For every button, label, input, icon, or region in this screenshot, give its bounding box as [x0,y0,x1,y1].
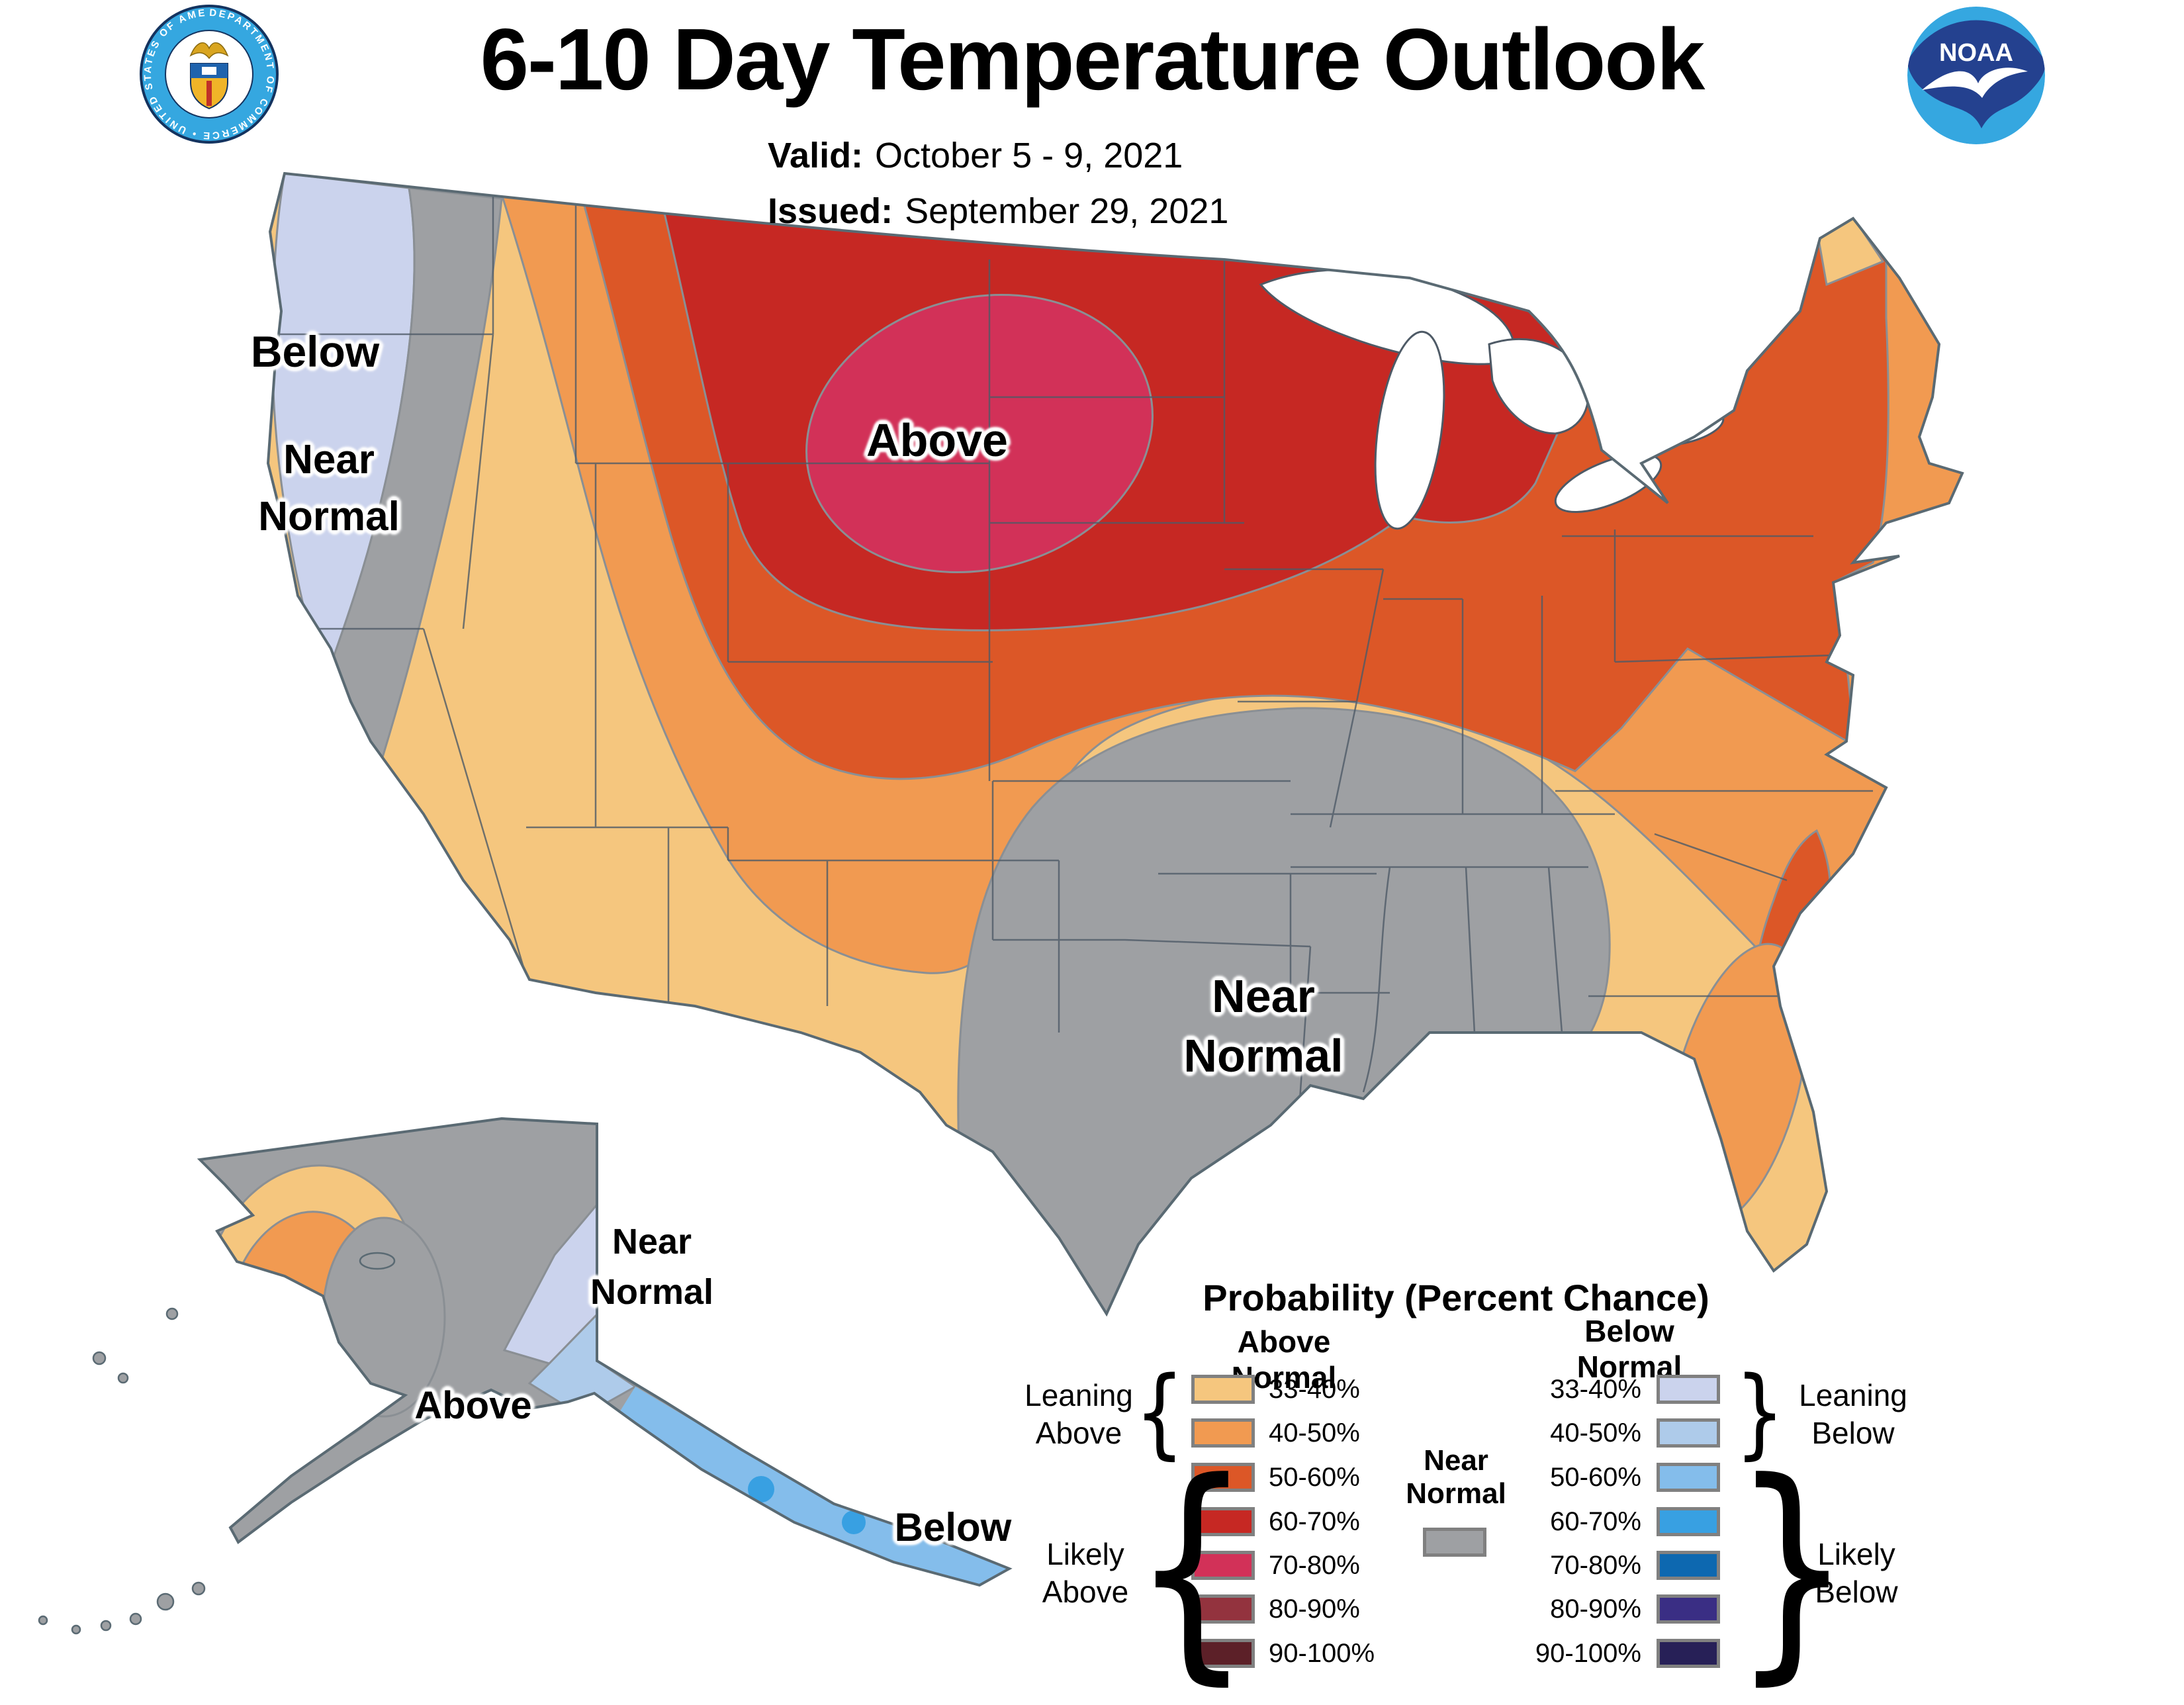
label-ak-below: Below [894,1505,1012,1549]
likely-above-line2: Above [1042,1575,1129,1609]
legend: Probability (Percent Chance) Above Norma… [960,1271,1919,1688]
legend-range-above-0: 33-40% [1269,1375,1360,1404]
leaning-below-line2: Below [1811,1416,1895,1450]
legend-range-above-1: 40-50% [1269,1418,1360,1448]
label-nw-below: Below [250,327,380,376]
legend-near-normal-label: Near Normal [1390,1444,1522,1510]
legend-swatch-below-50-60 [1657,1463,1720,1492]
legend-range-below-5: 80-90% [1550,1594,1641,1624]
legend-likely-above: Likely Above [1019,1536,1152,1611]
valid-value: October 5 - 9, 2021 [875,136,1183,175]
legend-swatch-below-70-80 [1657,1551,1720,1580]
aleutian-islands [38,1252,396,1635]
noaa-logo-text: NOAA [1939,39,2013,67]
legend-swatch-above-80-90 [1191,1594,1255,1624]
label-ak-above: Above [414,1384,532,1427]
doc-eagle-icon [189,42,229,60]
leaning-above-line1: Leaning [1024,1378,1133,1412]
label-south-normal: Normal [1183,1030,1343,1082]
brace-likely-below: } [1732,1431,1852,1705]
legend-range-above-2: 50-60% [1269,1463,1360,1492]
label-ak-near: Near [612,1222,692,1262]
label-ak-normal: Normal [590,1272,714,1312]
label-nw-near: Near [283,437,375,483]
valid-line: Valid: October 5 - 9, 2021 [768,135,1183,176]
legend-near-line1: Near [1424,1444,1488,1477]
legend-leaning-above: Leaning Above [1013,1377,1145,1452]
likely-above-line1: Likely [1046,1537,1124,1571]
legend-range-below-1: 40-50% [1550,1418,1641,1448]
legend-swatch-above-70-80 [1191,1551,1255,1580]
legend-below-header: Below Normal [1576,1314,1682,1384]
legend-range-above-4: 70-80% [1269,1551,1360,1580]
label-nw-normal: Normal [258,494,400,539]
legend-near-line2: Normal [1406,1477,1506,1510]
label-center-above: Above [866,414,1008,466]
legend-swatch-below-40-50 [1657,1418,1720,1448]
conus-coastline [266,171,1964,1317]
legend-range-below-0: 33-40% [1550,1375,1641,1404]
legend-range-below-4: 70-80% [1550,1551,1641,1580]
legend-swatch-below-90-100 [1657,1639,1720,1668]
alaska-coastline [197,1117,1013,1587]
issued-value: September 29, 2021 [905,191,1229,231]
legend-range-above-6: 90-100% [1269,1639,1375,1668]
legend-range-above-5: 80-90% [1269,1594,1360,1624]
legend-title: Probability (Percent Chance) [1203,1277,1709,1318]
legend-leaning-below: Leaning Below [1780,1377,1926,1452]
legend-likely-below: Likely Below [1784,1536,1929,1611]
brace-leaning-above: { [1134,1356,1185,1469]
legend-swatch-above-60-70 [1191,1507,1255,1536]
legend-swatch-above-40-50 [1191,1418,1255,1448]
legend-swatch-below-80-90 [1657,1594,1720,1624]
legend-swatch-near-normal [1423,1528,1486,1557]
leaning-below-line1: Leaning [1799,1378,1907,1412]
brace-likely-above: { [1132,1431,1252,1705]
label-nw-near-normal: Near Normal [233,432,425,545]
legend-swatch-above-50-60 [1191,1463,1255,1492]
legend-range-above-3: 60-70% [1269,1507,1360,1536]
lake-michigan [1374,330,1445,530]
noaa-logo-navy [1907,20,2045,128]
legend-range-below-2: 50-60% [1550,1463,1641,1492]
brace-leaning-below: } [1735,1356,1785,1469]
issued-label: Issued: [768,191,893,231]
band-above-70-80 [805,293,1154,574]
likely-below-line2: Below [1815,1575,1898,1609]
valid-label: Valid: [768,136,864,175]
issued-line: Issued: September 29, 2021 [768,191,1228,232]
state-borders [275,173,1873,1139]
legend-range-below-6: 90-100% [1535,1639,1641,1668]
noaa-gull-icon [1922,68,2028,98]
legend-swatch-below-60-70 [1657,1507,1720,1536]
noaa-logo: NOAA [1907,7,2045,144]
doc-seal: DEPARTMENT OF COMMERCE • UNITED STATES O… [136,0,279,144]
likely-below-line1: Likely [1817,1537,1895,1571]
ak-below-60-70-spot [842,1510,866,1534]
label-south-near: Near [1212,970,1315,1022]
page-title: 6-10 Day Temperature Outlook [480,11,1706,108]
label-south-near-normal: Near Normal [1131,966,1396,1085]
ak-below-50-60-panhandle [619,1387,1009,1585]
ak-below-60-70-spot [748,1476,774,1502]
doc-ship-icon [202,67,216,75]
legend-swatch-above-33-40 [1191,1375,1255,1404]
lake-huron [1488,338,1590,435]
leaning-above-line2: Above [1035,1416,1122,1450]
great-lakes [1259,268,1725,530]
legend-range-below-3: 60-70% [1550,1507,1641,1536]
label-ak-near-normal: Near Normal [553,1217,751,1317]
legend-swatch-above-90-100 [1191,1639,1255,1668]
doc-seal-emblem [189,42,229,110]
doc-column [206,81,212,106]
legend-swatch-below-33-40 [1657,1375,1720,1404]
